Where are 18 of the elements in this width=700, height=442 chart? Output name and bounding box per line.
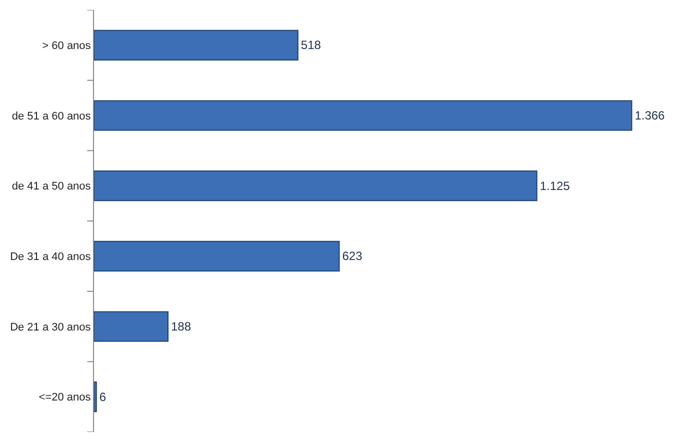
- bar: [94, 240, 340, 272]
- data-label: 6: [99, 390, 106, 404]
- bar: [94, 100, 632, 131]
- y-tick-label: De 31 a 40 anos: [10, 251, 92, 264]
- bar: [94, 311, 168, 342]
- bar: [94, 30, 298, 60]
- y-tick-label: De 21 a 30 anos: [10, 321, 92, 334]
- y-tick-label: de 51 a 60 anos: [12, 110, 92, 122]
- bar: [94, 170, 538, 202]
- bar: [94, 382, 97, 412]
- data-label: 518: [300, 38, 322, 52]
- data-label: 1.366: [634, 108, 666, 122]
- y-tick-label: de 41 a 50 anos: [12, 180, 92, 193]
- data-label: 188: [171, 320, 192, 334]
- y-tick-label: > 60 anos: [42, 40, 92, 52]
- data-label: 1.125: [540, 178, 570, 193]
- data-label: 623: [342, 249, 363, 264]
- y-tick-label: <=20 anos: [38, 392, 92, 404]
